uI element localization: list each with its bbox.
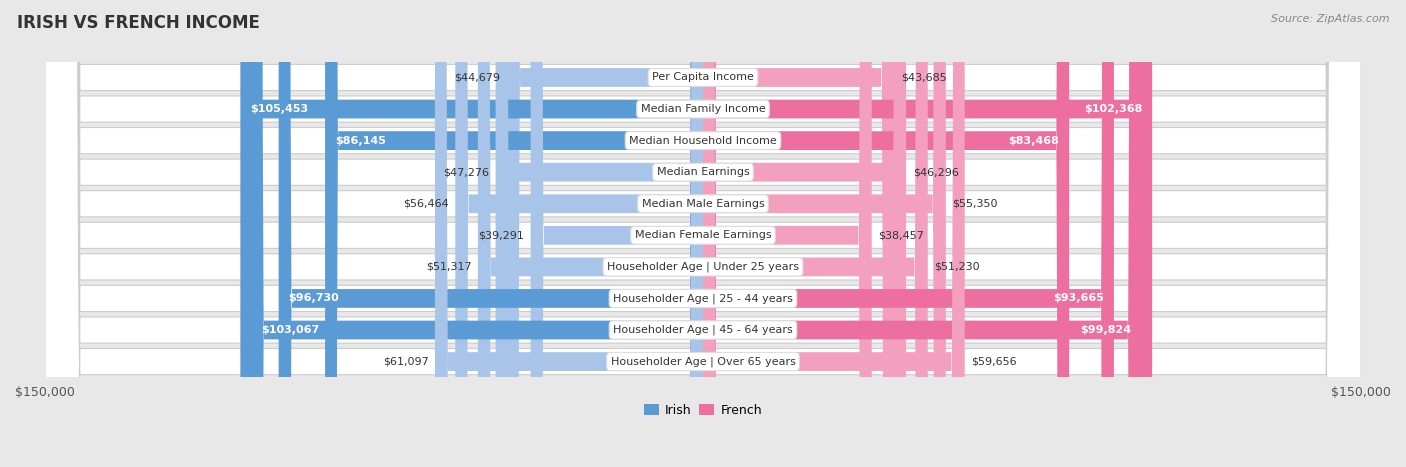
FancyBboxPatch shape (508, 0, 703, 467)
FancyBboxPatch shape (703, 0, 1140, 467)
FancyBboxPatch shape (495, 0, 703, 467)
FancyBboxPatch shape (45, 0, 1361, 467)
Text: $39,291: $39,291 (478, 230, 524, 241)
FancyBboxPatch shape (45, 0, 1361, 467)
FancyBboxPatch shape (45, 0, 1361, 467)
FancyBboxPatch shape (703, 0, 1152, 467)
Text: $47,276: $47,276 (443, 167, 489, 177)
FancyBboxPatch shape (456, 0, 703, 467)
Text: Householder Age | 25 - 44 years: Householder Age | 25 - 44 years (613, 293, 793, 304)
Text: $46,296: $46,296 (912, 167, 959, 177)
FancyBboxPatch shape (250, 0, 703, 467)
Text: $61,097: $61,097 (382, 357, 429, 367)
Text: $93,665: $93,665 (1053, 293, 1104, 304)
FancyBboxPatch shape (703, 0, 894, 467)
Text: $102,368: $102,368 (1084, 104, 1142, 114)
FancyBboxPatch shape (703, 0, 928, 467)
Legend: Irish, French: Irish, French (638, 399, 768, 422)
FancyBboxPatch shape (240, 0, 703, 467)
FancyBboxPatch shape (45, 0, 1361, 467)
Text: $55,350: $55,350 (952, 199, 998, 209)
FancyBboxPatch shape (45, 0, 1361, 467)
FancyBboxPatch shape (325, 0, 703, 467)
Text: Householder Age | Over 65 years: Householder Age | Over 65 years (610, 356, 796, 367)
Text: $38,457: $38,457 (879, 230, 924, 241)
Text: Source: ZipAtlas.com: Source: ZipAtlas.com (1271, 14, 1389, 24)
Text: $59,656: $59,656 (972, 357, 1017, 367)
FancyBboxPatch shape (434, 0, 703, 467)
Text: Householder Age | Under 25 years: Householder Age | Under 25 years (607, 262, 799, 272)
FancyBboxPatch shape (45, 0, 1361, 467)
FancyBboxPatch shape (278, 0, 703, 467)
Text: Median Male Earnings: Median Male Earnings (641, 199, 765, 209)
FancyBboxPatch shape (703, 0, 1114, 467)
Text: $99,824: $99,824 (1080, 325, 1130, 335)
Text: IRISH VS FRENCH INCOME: IRISH VS FRENCH INCOME (17, 14, 260, 32)
FancyBboxPatch shape (45, 0, 1361, 467)
FancyBboxPatch shape (703, 0, 1069, 467)
FancyBboxPatch shape (45, 0, 1361, 467)
Text: $51,230: $51,230 (935, 262, 980, 272)
FancyBboxPatch shape (703, 0, 872, 467)
Text: $96,730: $96,730 (288, 293, 339, 304)
Text: $51,317: $51,317 (426, 262, 471, 272)
Text: Median Earnings: Median Earnings (657, 167, 749, 177)
Text: $56,464: $56,464 (404, 199, 449, 209)
FancyBboxPatch shape (45, 0, 1361, 467)
Text: $44,679: $44,679 (454, 72, 501, 83)
Text: $43,685: $43,685 (901, 72, 948, 83)
Text: Median Household Income: Median Household Income (628, 135, 778, 146)
Text: $83,468: $83,468 (1008, 135, 1059, 146)
Text: Per Capita Income: Per Capita Income (652, 72, 754, 83)
FancyBboxPatch shape (45, 0, 1361, 467)
FancyBboxPatch shape (703, 0, 946, 467)
Text: $105,453: $105,453 (250, 104, 308, 114)
Text: $86,145: $86,145 (335, 135, 385, 146)
FancyBboxPatch shape (703, 0, 905, 467)
FancyBboxPatch shape (703, 0, 965, 467)
Text: Median Female Earnings: Median Female Earnings (634, 230, 772, 241)
Text: Median Family Income: Median Family Income (641, 104, 765, 114)
Text: $103,067: $103,067 (260, 325, 319, 335)
FancyBboxPatch shape (478, 0, 703, 467)
Text: Householder Age | 45 - 64 years: Householder Age | 45 - 64 years (613, 325, 793, 335)
FancyBboxPatch shape (530, 0, 703, 467)
